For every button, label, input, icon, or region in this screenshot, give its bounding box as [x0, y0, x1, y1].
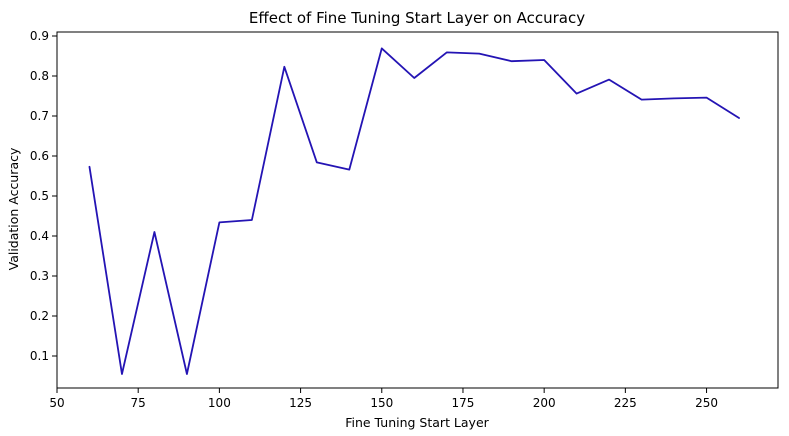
x-tick-label: 250 — [695, 396, 718, 410]
y-tick-label: 0.9 — [30, 29, 49, 43]
x-tick-label: 175 — [452, 396, 475, 410]
data-point — [348, 168, 350, 170]
y-tick-label: 0.5 — [30, 189, 49, 203]
chart-title: Effect of Fine Tuning Start Layer on Acc… — [249, 9, 585, 27]
plot-area: 50 75 100 125 150 175 200 225 250 0.1 0.2 0.3 0.4 0.5… — [30, 29, 779, 410]
y-tick-label: 0.6 — [30, 149, 49, 163]
y-tick-label: 0.2 — [30, 309, 49, 323]
x-tick-label: 100 — [208, 396, 231, 410]
data-point — [478, 52, 480, 54]
x-tick-label: 225 — [614, 396, 637, 410]
data-point — [121, 373, 123, 375]
data-point — [186, 373, 188, 375]
y-tick-label: 0.1 — [30, 349, 49, 363]
y-axis-title: Validation Accuracy — [6, 147, 21, 270]
data-point — [705, 96, 707, 98]
plot-frame — [56, 31, 779, 389]
x-tick-label: 150 — [370, 396, 393, 410]
x-tick-label: 200 — [533, 396, 556, 410]
data-point — [283, 66, 285, 68]
data-point — [575, 92, 577, 94]
y-tick-label: 0.4 — [30, 229, 49, 243]
x-tick-label: 75 — [131, 396, 146, 410]
y-tick-label: 0.7 — [30, 109, 49, 123]
data-point — [640, 98, 642, 100]
x-tick-label: 125 — [289, 396, 312, 410]
data-point — [543, 59, 545, 61]
data-point — [218, 221, 220, 223]
data-point — [738, 117, 740, 119]
data-point — [413, 77, 415, 79]
data-point — [608, 78, 610, 80]
data-point — [153, 231, 155, 233]
data-point — [381, 47, 383, 49]
y-tick-label: 0.8 — [30, 69, 49, 83]
data-point — [316, 161, 318, 163]
data-point — [510, 60, 512, 62]
x-axis-title: Fine Tuning Start Layer — [345, 415, 489, 430]
x-tick-label: 50 — [49, 396, 64, 410]
data-point — [673, 97, 675, 99]
data-point — [88, 166, 90, 168]
series-line-0 — [88, 47, 740, 375]
y-tick-label: 0.3 — [30, 269, 49, 283]
data-point — [251, 219, 253, 221]
data-point — [446, 51, 448, 53]
